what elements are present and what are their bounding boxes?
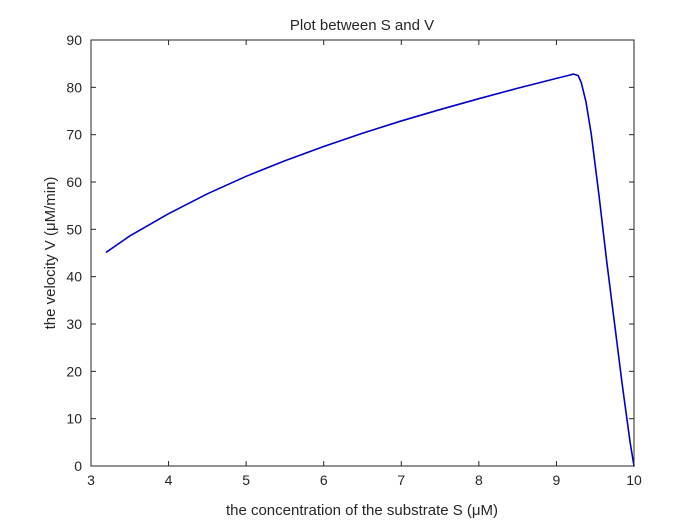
x-tick-label: 3 <box>87 472 95 488</box>
x-tick-label: 8 <box>475 472 483 488</box>
x-tick-label: 9 <box>553 472 561 488</box>
plot-area <box>91 40 634 466</box>
x-tick-label: 6 <box>320 472 328 488</box>
data-marks <box>105 73 635 467</box>
y-tick-label: 80 <box>66 79 82 95</box>
x-tick-label: 10 <box>626 472 642 488</box>
y-tick-label: 50 <box>66 221 82 237</box>
axes: 3 4 5 6 7 8 9 10 0 10 20 30 40 50 60 70 80 90 <box>66 32 642 488</box>
y-tick-label: 30 <box>66 316 82 332</box>
y-tick-label: 20 <box>66 363 82 379</box>
x-tick-label: 7 <box>397 472 405 488</box>
x-tick-label: 4 <box>165 472 173 488</box>
y-tick-label: 90 <box>66 32 82 48</box>
y-axis-label: the velocity V (μM/min) <box>42 177 59 330</box>
y-tick-label: 40 <box>66 269 82 285</box>
y-tick-label: 70 <box>66 127 82 143</box>
series-line-1 <box>105 73 635 467</box>
y-tick-label: 0 <box>74 458 82 474</box>
x-tick-label: 5 <box>242 472 250 488</box>
axes-box <box>90 39 635 467</box>
y-tick-label: 60 <box>66 174 82 190</box>
chart-title: Plot between S and V <box>290 17 434 34</box>
y-tick-label: 10 <box>66 411 82 427</box>
x-axis-label: the concentration of the substrate S (μM… <box>226 502 498 519</box>
